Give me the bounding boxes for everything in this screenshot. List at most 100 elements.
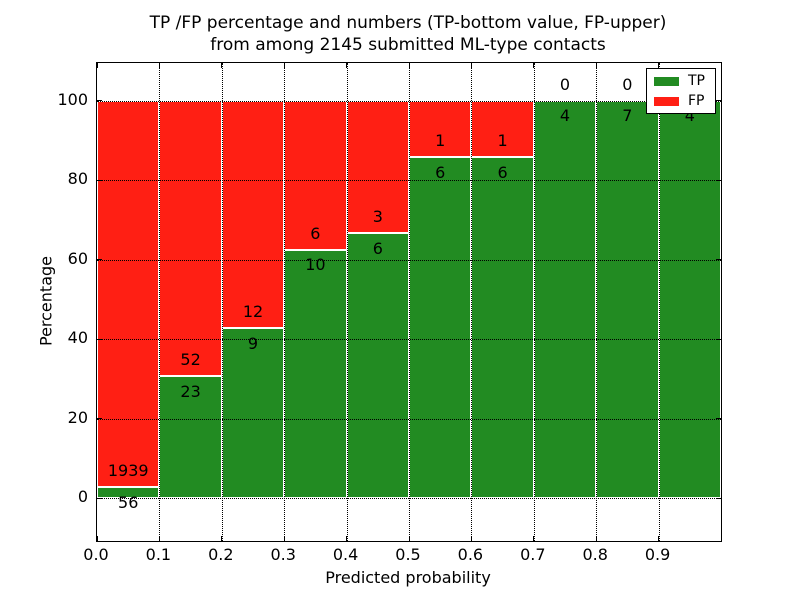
bar-segment-tp: [596, 100, 659, 498]
legend-swatch-fp: [654, 96, 679, 106]
gridline-vertical: [409, 63, 410, 541]
bar-fp-count-label: 1: [435, 131, 446, 151]
y-tick-mark-right: [716, 100, 721, 101]
bar-segment-fp: [471, 100, 534, 158]
bar-segment-tp: [221, 327, 285, 498]
bar-fp-count-label: 3: [372, 207, 383, 227]
x-tick-label: 0.7: [520, 545, 546, 564]
bar-segment-tp: [284, 249, 347, 498]
x-tick-mark: [346, 536, 348, 541]
bar-fp-count-label: 12: [242, 301, 264, 321]
bar-tp-count-label: 6: [435, 163, 446, 183]
legend-item: TP: [654, 74, 708, 88]
bar-tp-count-label: 9: [247, 333, 259, 353]
bar-fp-count-label: 0: [622, 74, 633, 94]
bar-tp-count-label: 6: [497, 163, 508, 183]
gridline-vertical: [471, 63, 473, 541]
chart-title: TP /FP percentage and numbers (TP-bottom…: [96, 12, 720, 56]
x-tick-label: 0.1: [145, 545, 172, 564]
ticks-layer: [96, 63, 721, 541]
bar-tp-count-label: 4: [684, 106, 695, 126]
x-tick-mark-top: [346, 63, 348, 68]
x-tick-mark: [408, 536, 410, 541]
grid-layer: [97, 63, 721, 541]
bar-segment-tp: [533, 100, 597, 498]
y-tick-label: 60: [67, 248, 88, 268]
bar-segment-tp: [346, 233, 409, 498]
y-tick-mark: [97, 418, 102, 419]
bar-tp-count-label: 56: [118, 492, 139, 512]
y-tick-mark: [97, 497, 102, 499]
x-tick-label: 0.8: [582, 545, 608, 564]
x-tick-mark-top: [408, 63, 410, 68]
bar-fp-count-label: 0: [559, 74, 571, 94]
chart-title-line1: TP /FP percentage and numbers (TP-bottom…: [149, 13, 667, 33]
x-tick-mark-top: [658, 63, 660, 68]
bar-segment-fp: [97, 100, 160, 487]
x-tick-mark: [470, 536, 472, 541]
bar-fp-count-label: 6: [310, 223, 321, 243]
x-tick-mark: [533, 536, 535, 541]
x-tick-mark: [96, 536, 98, 541]
x-tick-mark-top: [158, 63, 160, 68]
y-tick-mark: [97, 179, 102, 181]
gridline-vertical: [159, 63, 161, 541]
x-tick-mark-top: [470, 63, 472, 68]
y-tick-mark: [97, 259, 102, 260]
legend-label: TP: [688, 73, 705, 89]
legend-box: TP FP: [646, 68, 716, 114]
bar-tp-count-label: 4: [559, 106, 571, 126]
x-tick-mark-top: [283, 63, 285, 68]
gridline-vertical: [533, 63, 535, 541]
y-tick-mark-right: [716, 338, 721, 340]
gridline-vertical: [596, 63, 598, 541]
x-tick-label: 0.9: [644, 545, 671, 564]
legend-item: FP: [654, 94, 708, 108]
gridline-vertical: [284, 63, 286, 541]
bar-segment-tp: [97, 486, 160, 498]
y-tick-label: 0: [77, 487, 88, 506]
y-axis-label: Percentage: [36, 255, 56, 347]
bar-tp-count-label: 7: [622, 106, 633, 126]
bar-fp-count-label: 52: [180, 350, 201, 370]
y-tick-mark: [97, 338, 102, 340]
bar-tp-count-label: 23: [180, 382, 201, 401]
y-tick-mark-right: [716, 418, 721, 419]
y-tick-label: 100: [57, 89, 88, 109]
bar-segment-fp: [284, 100, 347, 250]
gridline-vertical: [346, 63, 348, 541]
bar-tp-count-label: 6: [372, 238, 383, 258]
x-tick-label: 0.2: [208, 545, 234, 564]
y-tick-mark-right: [716, 497, 721, 499]
x-tick-label: 0.4: [332, 545, 359, 564]
x-tick-mark: [221, 536, 223, 541]
gridline-vertical: [221, 63, 223, 541]
x-tick-mark-top: [595, 63, 597, 68]
bar-segment-fp: [346, 100, 409, 233]
y-tick-label: 20: [67, 407, 88, 427]
x-tick-label: 0.3: [270, 545, 296, 564]
bar-fp-count-label: 1939: [107, 460, 149, 480]
legend-swatch-tp: [654, 76, 679, 86]
legend-label: FP: [688, 93, 705, 109]
gridline-vertical: [658, 63, 660, 541]
x-tick-label: 0.6: [457, 545, 484, 564]
bar-segment-fp: [159, 100, 222, 377]
bar-segment-tp: [658, 100, 721, 498]
y-tick-label: 40: [67, 328, 88, 347]
x-tick-mark: [158, 536, 160, 541]
x-tick-mark: [658, 536, 660, 541]
bar-labels-layer: 1939565223129610361616040704: [97, 63, 721, 541]
y-tick-mark: [97, 100, 102, 101]
bars-layer: [97, 63, 721, 541]
y-tick-mark-right: [716, 259, 721, 260]
x-tick-label: 0.5: [395, 545, 421, 564]
bar-tp-count-label: 10: [305, 255, 326, 275]
bar-fp-count-label: 1: [497, 131, 508, 151]
y-tick-mark-right: [716, 179, 721, 181]
chart-title-line2: from among 2145 submitted ML-type contac…: [210, 35, 606, 55]
x-tick-mark-top: [533, 63, 535, 68]
x-tick-mark-top: [221, 63, 223, 68]
